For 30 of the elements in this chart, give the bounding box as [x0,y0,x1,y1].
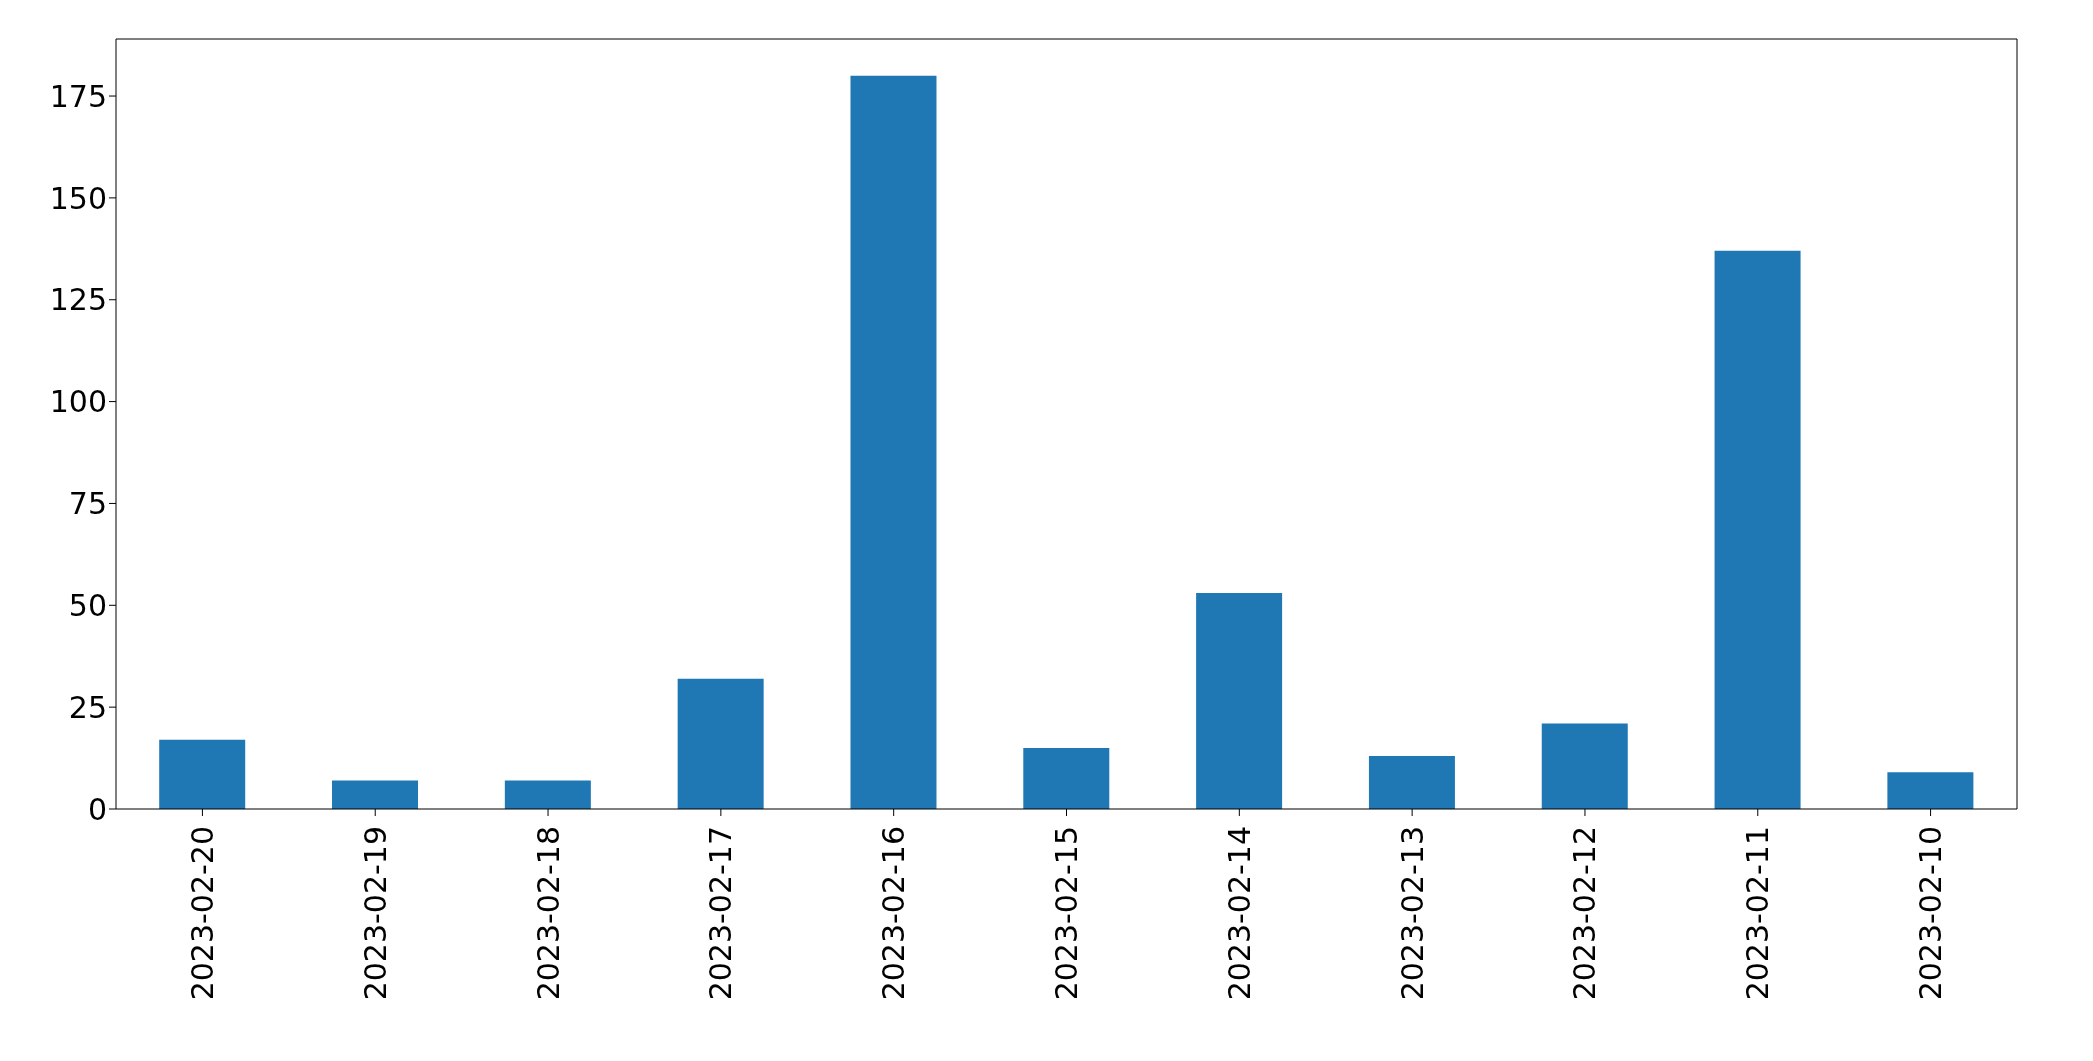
bar [1541,723,1628,809]
y-tick-label: 175 [49,78,107,114]
bar [1714,250,1801,809]
x-tick-label: 2023-02-17 [703,826,739,1001]
x-tick-label: 2023-02-10 [1913,826,1949,1001]
x-tick-label: 2023-02-15 [1049,826,1084,1001]
x-tick-label: 2023-02-18 [530,826,566,1001]
y-tick-label: 100 [49,384,107,420]
y-tick-label: 50 [68,587,107,623]
bar [850,75,937,809]
x-tick-label: 2023-02-11 [1740,826,1776,1001]
bar [1887,772,1974,809]
y-tick-label: 75 [68,486,107,522]
y-tick-label: 150 [49,180,107,216]
x-tick-label: 2023-02-12 [1567,826,1603,1001]
y-tick-label: 125 [49,282,107,318]
y-tick-label: 0 [87,791,107,827]
bar [677,678,764,809]
bar [1023,747,1110,809]
x-tick-label: 2023-02-16 [876,826,912,1001]
bar [504,780,591,809]
bar [1196,593,1283,809]
bar [332,780,419,809]
y-tick-label: 25 [68,689,107,725]
x-tick-label: 2023-02-20 [184,826,220,1001]
x-tick-label: 2023-02-19 [357,826,393,1001]
x-tick-label: 2023-02-14 [1221,826,1257,1001]
x-tick-label: 2023-02-13 [1394,826,1430,1001]
bar [1368,756,1455,809]
bar [159,739,246,809]
